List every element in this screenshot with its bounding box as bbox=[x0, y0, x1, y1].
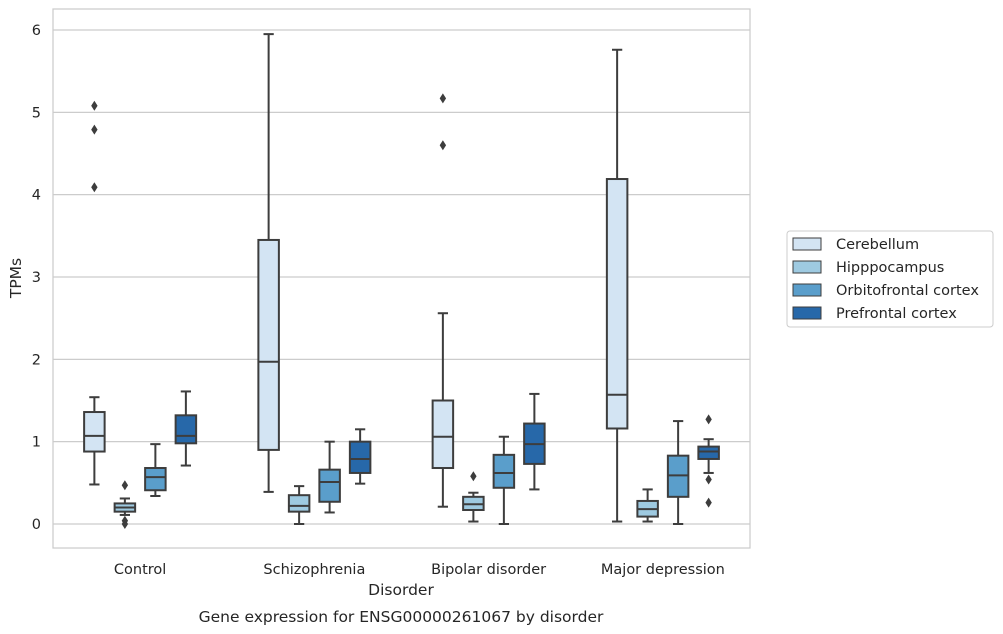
box bbox=[83, 100, 106, 486]
legend-label: Prefrontal cortex bbox=[836, 306, 957, 322]
outlier-point bbox=[705, 414, 712, 425]
gridlines bbox=[53, 29, 750, 525]
box bbox=[113, 480, 137, 529]
y-tick-label: 6 bbox=[32, 23, 41, 39]
box bbox=[318, 440, 341, 514]
outlier-point bbox=[121, 480, 129, 491]
box bbox=[666, 420, 690, 525]
legend-frame bbox=[786, 230, 994, 328]
chart-title: Gene expression for ENSG00000261067 by d… bbox=[199, 608, 604, 626]
y-tick-label: 2 bbox=[32, 352, 41, 368]
legend-swatch bbox=[792, 306, 822, 320]
y-axis-label: TPMs bbox=[7, 258, 25, 299]
legend-label: Hipppocampus bbox=[836, 260, 944, 276]
box-body bbox=[431, 399, 455, 470]
box-body bbox=[174, 414, 198, 445]
outlier-point bbox=[91, 124, 98, 135]
box-body bbox=[257, 238, 280, 451]
outlier-point bbox=[91, 100, 98, 111]
box bbox=[523, 392, 546, 491]
box-body bbox=[318, 468, 341, 503]
outlier-point bbox=[705, 474, 712, 485]
legend: Cerebellum Hipppocampus Orbitofrontal cort… bbox=[786, 230, 994, 328]
box-body bbox=[605, 178, 629, 430]
box-body bbox=[348, 440, 372, 474]
y-tick-label: 1 bbox=[32, 435, 41, 451]
box-body bbox=[697, 445, 720, 460]
box bbox=[605, 48, 629, 523]
x-tick-label: Bipolar disorder bbox=[431, 562, 546, 578]
y-tick-label: 3 bbox=[32, 270, 41, 286]
y-tick-label: 5 bbox=[32, 105, 41, 121]
box bbox=[636, 488, 659, 523]
box-body bbox=[144, 467, 167, 492]
legend-swatch bbox=[792, 260, 822, 274]
box bbox=[697, 414, 720, 508]
plot-area bbox=[53, 9, 750, 548]
x-tick-label: Schizophrenia bbox=[263, 562, 365, 578]
y-tick-label: 4 bbox=[32, 188, 41, 204]
x-tick-label: Control bbox=[114, 562, 166, 578]
outlier-point bbox=[705, 497, 712, 508]
box bbox=[174, 390, 198, 467]
box bbox=[492, 435, 516, 525]
box-body bbox=[287, 494, 311, 513]
box bbox=[257, 33, 280, 493]
outlier-point bbox=[121, 515, 129, 526]
box bbox=[144, 443, 167, 498]
x-tick-labels: Control Schizophrenia Bipolar disorder Majo… bbox=[114, 562, 725, 578]
legend-label: Orbitofrontal cortex bbox=[836, 283, 979, 299]
box-series bbox=[83, 33, 720, 529]
legend-swatch bbox=[792, 237, 822, 251]
box bbox=[287, 485, 311, 525]
y-tick-label: 0 bbox=[32, 517, 41, 533]
legend-label: Cerebellum bbox=[836, 237, 919, 253]
box bbox=[462, 471, 485, 523]
outlier-point bbox=[439, 140, 447, 151]
plot-frame bbox=[52, 8, 751, 549]
box-body bbox=[492, 453, 516, 489]
box bbox=[431, 93, 455, 508]
outlier-point bbox=[439, 93, 447, 104]
box bbox=[348, 428, 372, 485]
outlier-point bbox=[470, 471, 477, 482]
outlier-point bbox=[91, 182, 98, 193]
y-tick-labels: 0 1 2 3 4 5 6 bbox=[32, 23, 41, 533]
legend-swatch bbox=[792, 283, 822, 297]
x-tick-label: Major depression bbox=[601, 562, 725, 578]
box-body bbox=[83, 411, 106, 453]
x-axis-label: Disorder bbox=[368, 581, 434, 599]
